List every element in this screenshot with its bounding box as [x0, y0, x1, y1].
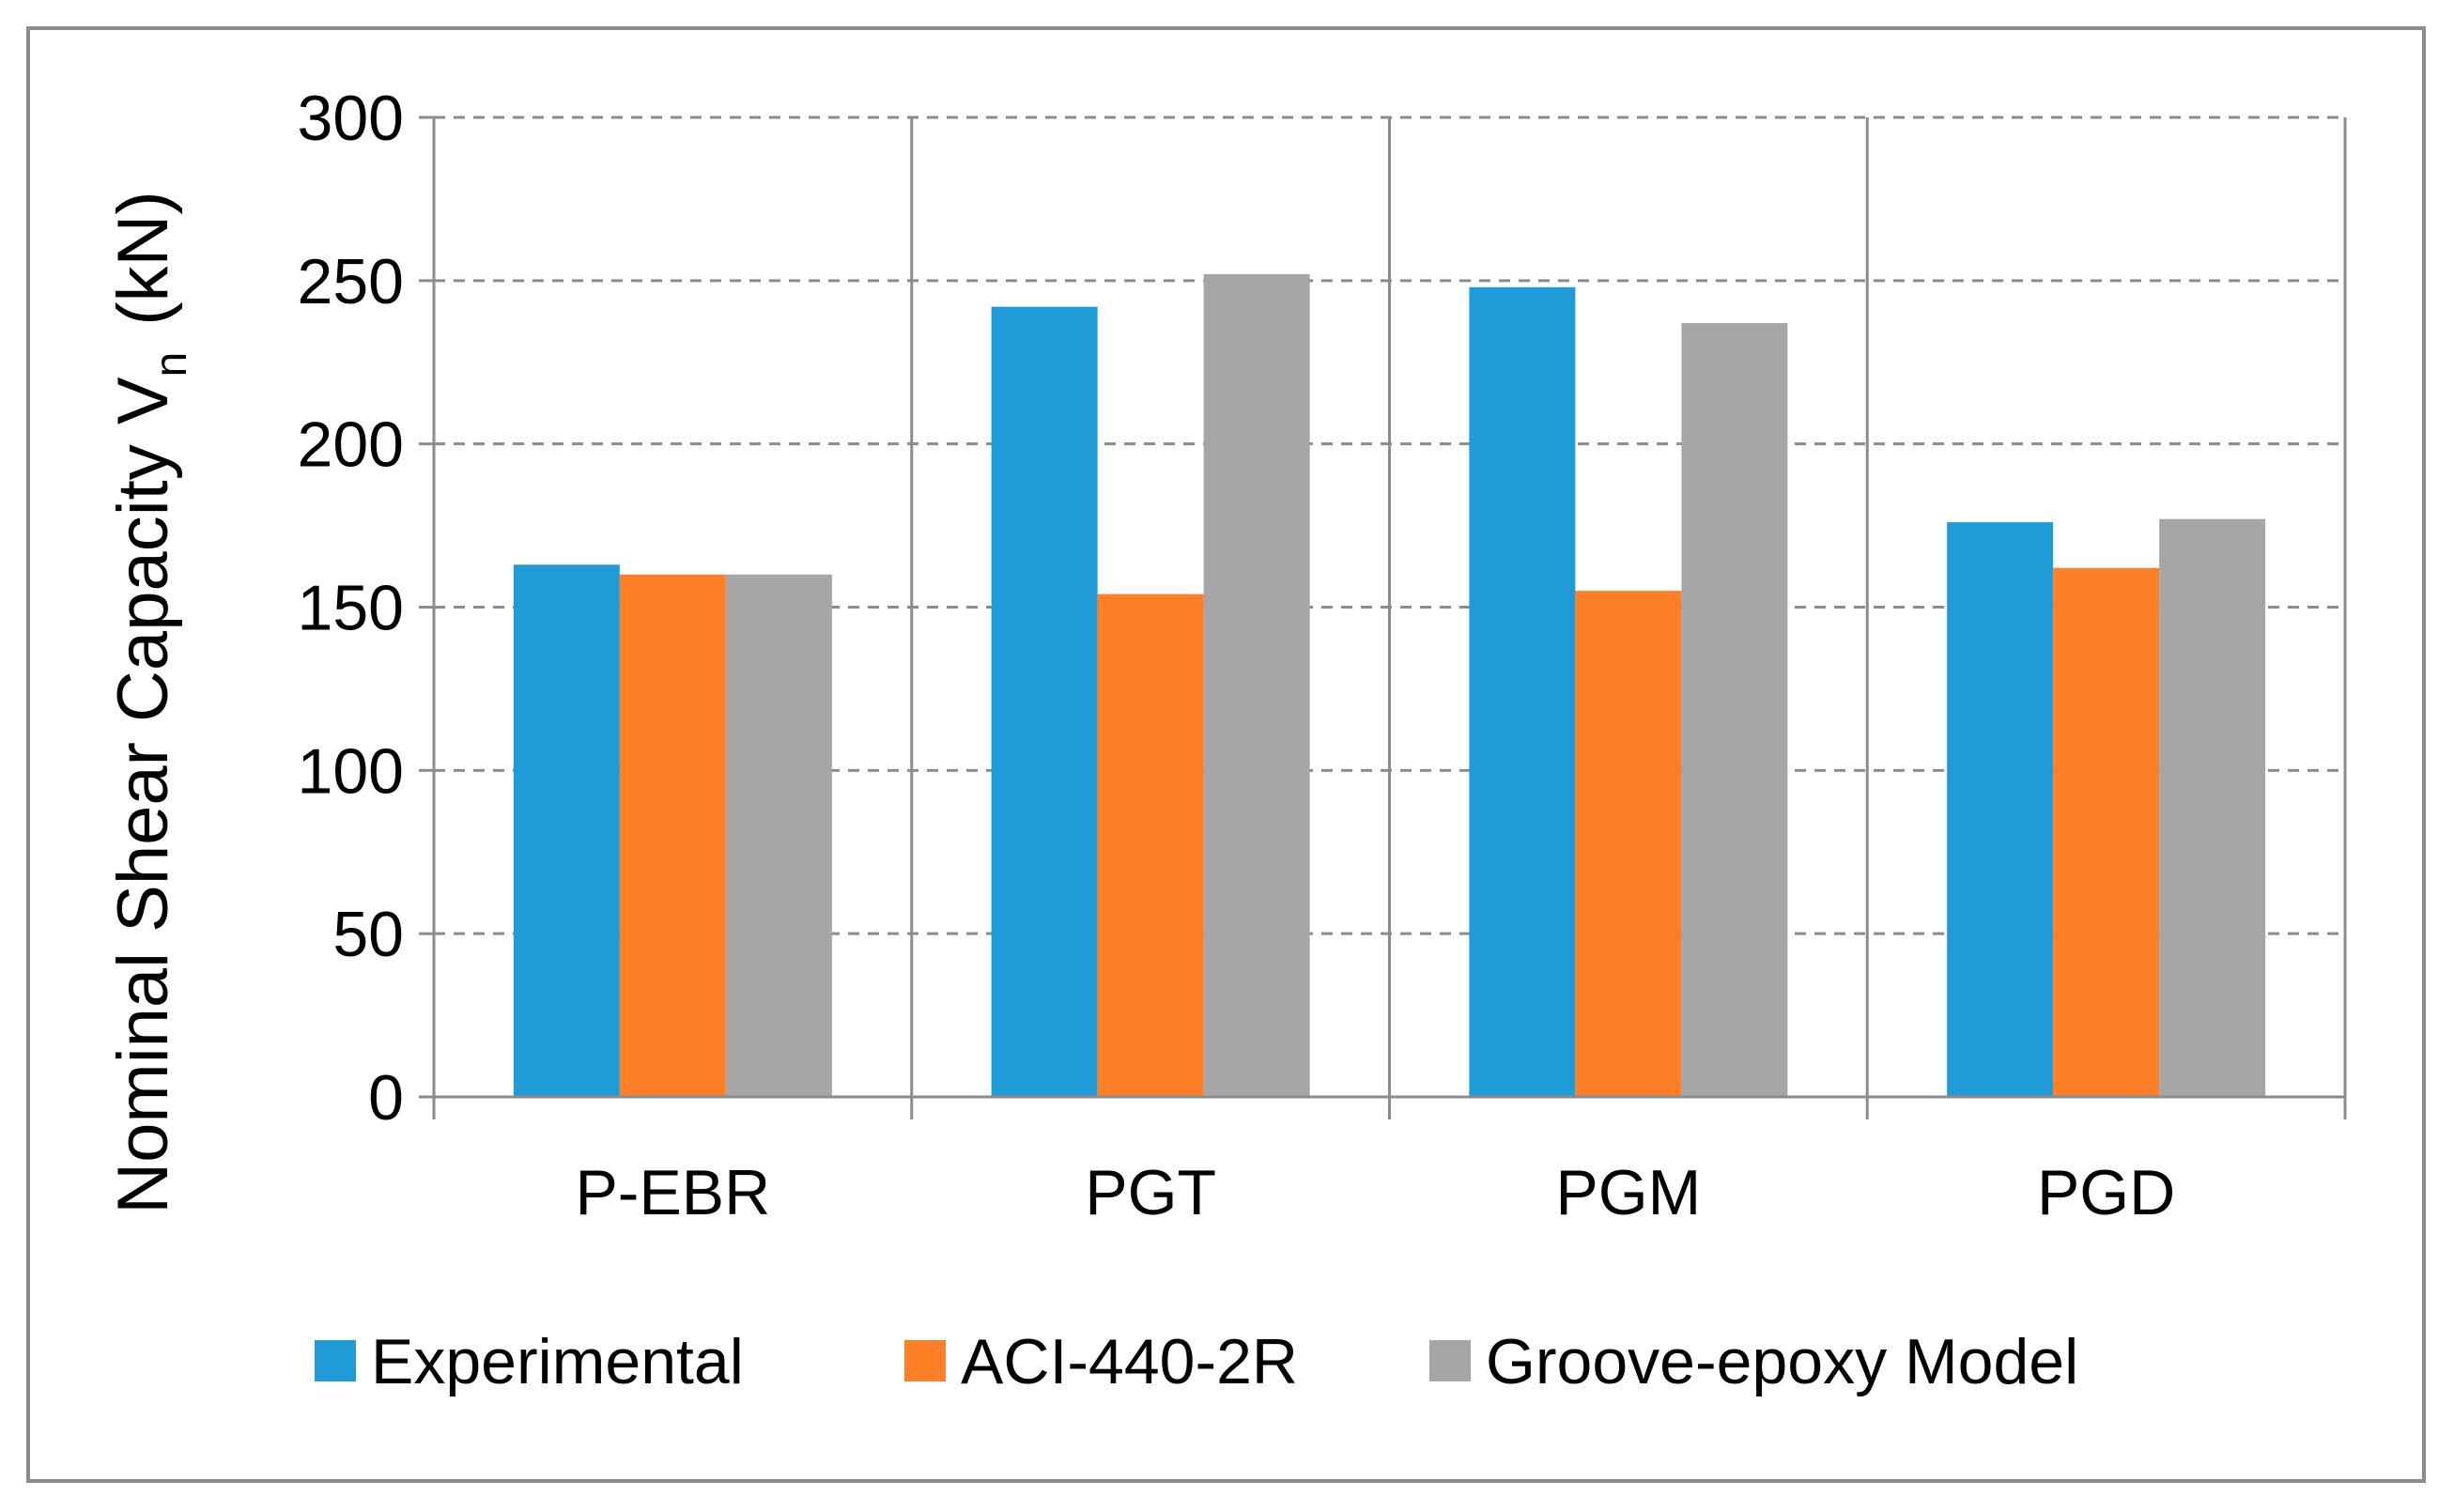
legend-label: ACI-440-2R — [961, 1326, 1298, 1397]
bar-aci-440-2r-pgt — [1097, 594, 1204, 1097]
y-tick-label: 300 — [298, 83, 404, 154]
bar-aci-440-2r-pgm — [1575, 591, 1682, 1097]
x-tick-label: PGM — [1555, 1157, 1701, 1228]
legend-swatch — [904, 1340, 946, 1381]
x-tick-label: P-EBR — [575, 1157, 770, 1228]
y-tick-labels: 0 50 100 150 200 250 300 — [298, 83, 404, 1134]
y-axis-title: Nominal Shear Capacity Vn(kN) — [103, 191, 196, 1214]
bars — [513, 273, 2266, 1098]
bar-groove-epoxy-model-pgm — [1681, 323, 1788, 1097]
bar-experimental-pgt — [991, 306, 1098, 1097]
bar-groove-epoxy-model-pgd — [2159, 518, 2266, 1097]
y-tick-label: 250 — [298, 246, 404, 317]
legend-label: Experimental — [371, 1326, 744, 1397]
axes — [419, 116, 2345, 1099]
y-tick-label: 50 — [332, 899, 404, 970]
y-tick-label: 100 — [298, 735, 404, 807]
legend-swatch — [315, 1340, 356, 1381]
bar-experimental-p-ebr — [513, 564, 620, 1097]
x-tick-labels: P-EBR PGT PGM PGD — [575, 1157, 2175, 1228]
bar-groove-epoxy-model-p-ebr — [725, 574, 832, 1097]
x-tick-label: PGD — [2037, 1157, 2175, 1228]
bar-experimental-pgd — [1947, 522, 2054, 1097]
y-tick-label: 0 — [368, 1062, 404, 1134]
x-tick-label: PGT — [1085, 1157, 1216, 1228]
bar-groove-epoxy-model-pgt — [1203, 273, 1310, 1097]
bar-experimental-pgm — [1469, 286, 1576, 1098]
y-tick-label: 200 — [298, 409, 404, 481]
bar-aci-440-2r-p-ebr — [619, 574, 726, 1097]
category-separators — [432, 117, 2347, 1119]
legend: Experimental ACI-440-2R Groove-epoxy Model — [315, 1326, 2078, 1397]
legend-swatch — [1429, 1340, 1471, 1381]
legend-label: Groove-epoxy Model — [1486, 1326, 2078, 1397]
bar-aci-440-2r-pgd — [2053, 567, 2160, 1097]
y-tick-label: 150 — [298, 573, 404, 644]
